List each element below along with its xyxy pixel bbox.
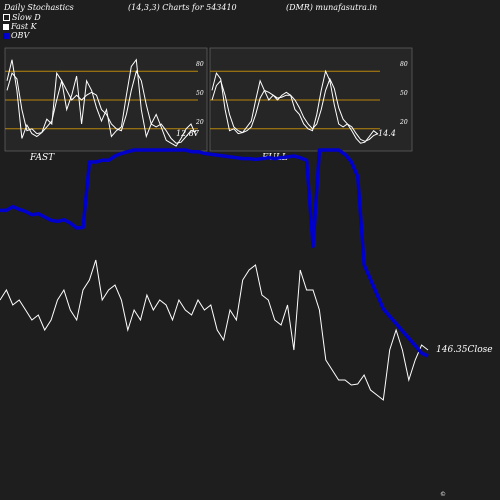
obv-line <box>0 148 429 358</box>
fast-panel: 80 50 20 12.87 FAST <box>4 47 208 163</box>
obv-close-panel: 146.35Close <box>0 148 493 401</box>
fast-end-value: 12.87 <box>176 129 200 138</box>
full-panel: 80 50 20 14.4 FULL <box>209 47 413 163</box>
full-tick-20: 20 <box>399 119 408 126</box>
legend-slow-d: Slow D <box>3 13 41 22</box>
legend-fast-k: Fast K <box>3 22 37 31</box>
close-end-value: 146.35 <box>436 345 468 355</box>
fast-tick-20: 20 <box>195 119 204 126</box>
fast-slow-d-line <box>6 69 197 144</box>
obv-swatch-icon <box>3 33 9 39</box>
legend-obv: OBV <box>3 31 29 40</box>
full-slow-d-line <box>211 77 379 142</box>
full-fast-k-line <box>211 69 379 144</box>
slow-d-swatch-icon <box>3 14 10 21</box>
legend-obv-label: OBV <box>11 31 30 40</box>
full-end-value: 14.4 <box>378 129 396 138</box>
fast-tick-80: 80 <box>196 61 204 68</box>
chart-params-title: (14,3,3) Charts for 543410 <box>128 3 237 12</box>
chart-type-title: Daily Stochastics <box>4 3 74 12</box>
fast-panel-label: FAST <box>29 153 55 163</box>
full-tick-80: 80 <box>400 61 408 68</box>
close-end-label: 146.35Close <box>436 345 493 355</box>
close-series-label: Close <box>468 345 493 355</box>
fast-fast-k-line <box>6 58 197 147</box>
close-price-line <box>0 259 429 401</box>
footer-mark: © <box>440 491 446 498</box>
legend-fast-k-label: Fast K <box>11 22 37 31</box>
full-tick-50: 50 <box>400 90 408 97</box>
legend-slow-d-label: Slow D <box>12 13 41 22</box>
fast-k-swatch-icon <box>3 24 9 30</box>
fast-tick-50: 50 <box>196 90 204 97</box>
site-title: (DMR) munafasutra.in <box>286 3 378 12</box>
